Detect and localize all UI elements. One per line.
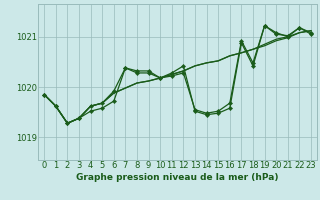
X-axis label: Graphe pression niveau de la mer (hPa): Graphe pression niveau de la mer (hPa) (76, 173, 279, 182)
